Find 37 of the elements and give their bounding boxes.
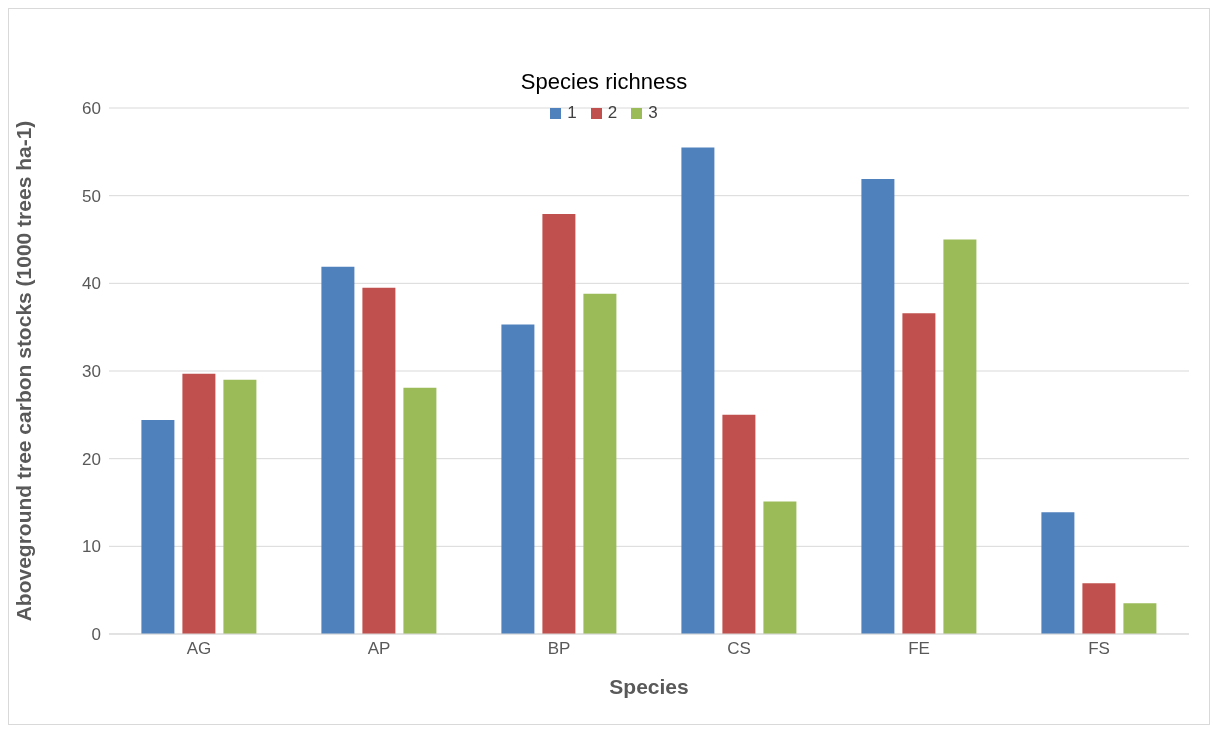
y-tick-label: 10 bbox=[82, 537, 101, 557]
legend-label: 1 bbox=[566, 103, 577, 123]
y-tick-label: 50 bbox=[82, 186, 101, 206]
x-tick-label: FS bbox=[1088, 639, 1110, 659]
bar bbox=[583, 293, 617, 634]
bar bbox=[321, 266, 355, 634]
x-tick-label: CS bbox=[727, 639, 751, 659]
bar bbox=[902, 313, 936, 634]
bar bbox=[861, 179, 895, 634]
bar bbox=[182, 373, 216, 634]
bar bbox=[223, 379, 257, 634]
legend-title: Species richness bbox=[519, 69, 689, 95]
y-tick-label: 30 bbox=[82, 362, 101, 382]
x-tick-label: AG bbox=[186, 639, 212, 659]
bar bbox=[1123, 603, 1157, 634]
bar bbox=[763, 501, 797, 634]
bar bbox=[403, 387, 437, 634]
legend-label: 2 bbox=[606, 103, 618, 123]
y-tick-label: 60 bbox=[82, 99, 101, 119]
bar bbox=[943, 239, 977, 634]
y-tick-label: 0 bbox=[91, 625, 101, 645]
bar bbox=[542, 214, 576, 634]
x-tick-label: BP bbox=[547, 639, 571, 659]
bar bbox=[681, 147, 715, 634]
bar bbox=[362, 287, 396, 634]
bar bbox=[1041, 512, 1075, 634]
x-axis-title: Species bbox=[609, 675, 689, 698]
bar bbox=[141, 420, 175, 634]
y-tick-label: 40 bbox=[82, 274, 101, 294]
x-tick-label: AP bbox=[367, 639, 391, 659]
y-axis-title: Aboveground tree carbon stocks (1000 trees ha-1) bbox=[12, 120, 36, 622]
x-tick-label: FE bbox=[908, 639, 930, 659]
bar bbox=[1082, 583, 1116, 634]
y-tick-label: 20 bbox=[82, 449, 101, 469]
bar bbox=[501, 324, 535, 634]
bar bbox=[722, 414, 756, 634]
legend-label: 3 bbox=[647, 103, 658, 123]
